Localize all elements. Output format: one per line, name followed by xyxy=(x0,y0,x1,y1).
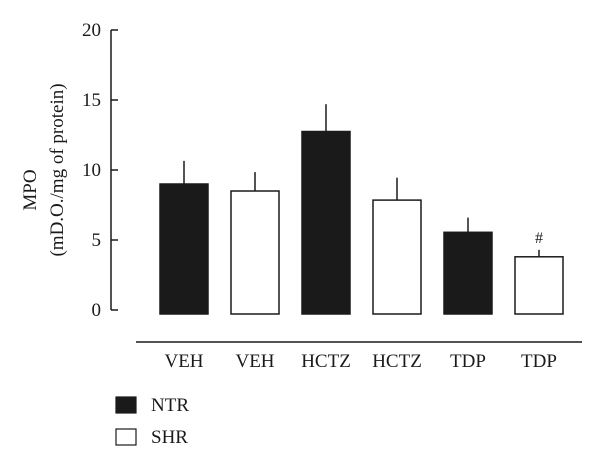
legend-label-ntr: NTR xyxy=(151,395,189,416)
y-tick-label: 15 xyxy=(82,90,101,111)
x-tick-label: VEH xyxy=(235,351,274,372)
y-tick-label: 20 xyxy=(82,20,101,41)
y-axis-title: MPO (mD.O./mg of protein) xyxy=(20,83,68,256)
y-tick-label: 0 xyxy=(92,300,102,321)
bar-shr xyxy=(372,199,422,315)
legend: NTR SHR xyxy=(115,395,189,448)
x-tick-label: HCTZ xyxy=(372,351,422,372)
y-tick-label: 10 xyxy=(82,160,101,181)
legend-swatch-ntr xyxy=(115,396,137,414)
significance-marker: # xyxy=(535,230,543,247)
bar-ntr xyxy=(301,130,351,315)
y-ticks: 0 5 10 15 20 xyxy=(82,20,118,321)
legend-swatch-shr xyxy=(115,428,137,446)
bar-ntr xyxy=(159,183,209,315)
legend-label-shr: SHR xyxy=(151,427,188,448)
y-tick-label: 5 xyxy=(92,230,102,251)
bar-shr xyxy=(514,256,564,315)
y-axis-label-line2: (mD.O./mg of protein) xyxy=(47,83,68,256)
bar-shr xyxy=(230,190,280,315)
x-tick-labels: VEH VEH HCTZ HCTZ TDP TDP xyxy=(164,351,556,372)
x-tick-label: VEH xyxy=(164,351,203,372)
x-tick-label: TDP xyxy=(521,351,557,372)
x-tick-label: HCTZ xyxy=(301,351,351,372)
y-axis-label-line1: MPO xyxy=(20,169,41,210)
bar-ntr xyxy=(443,231,493,315)
x-tick-label: TDP xyxy=(450,351,486,372)
bars: # xyxy=(159,104,564,315)
